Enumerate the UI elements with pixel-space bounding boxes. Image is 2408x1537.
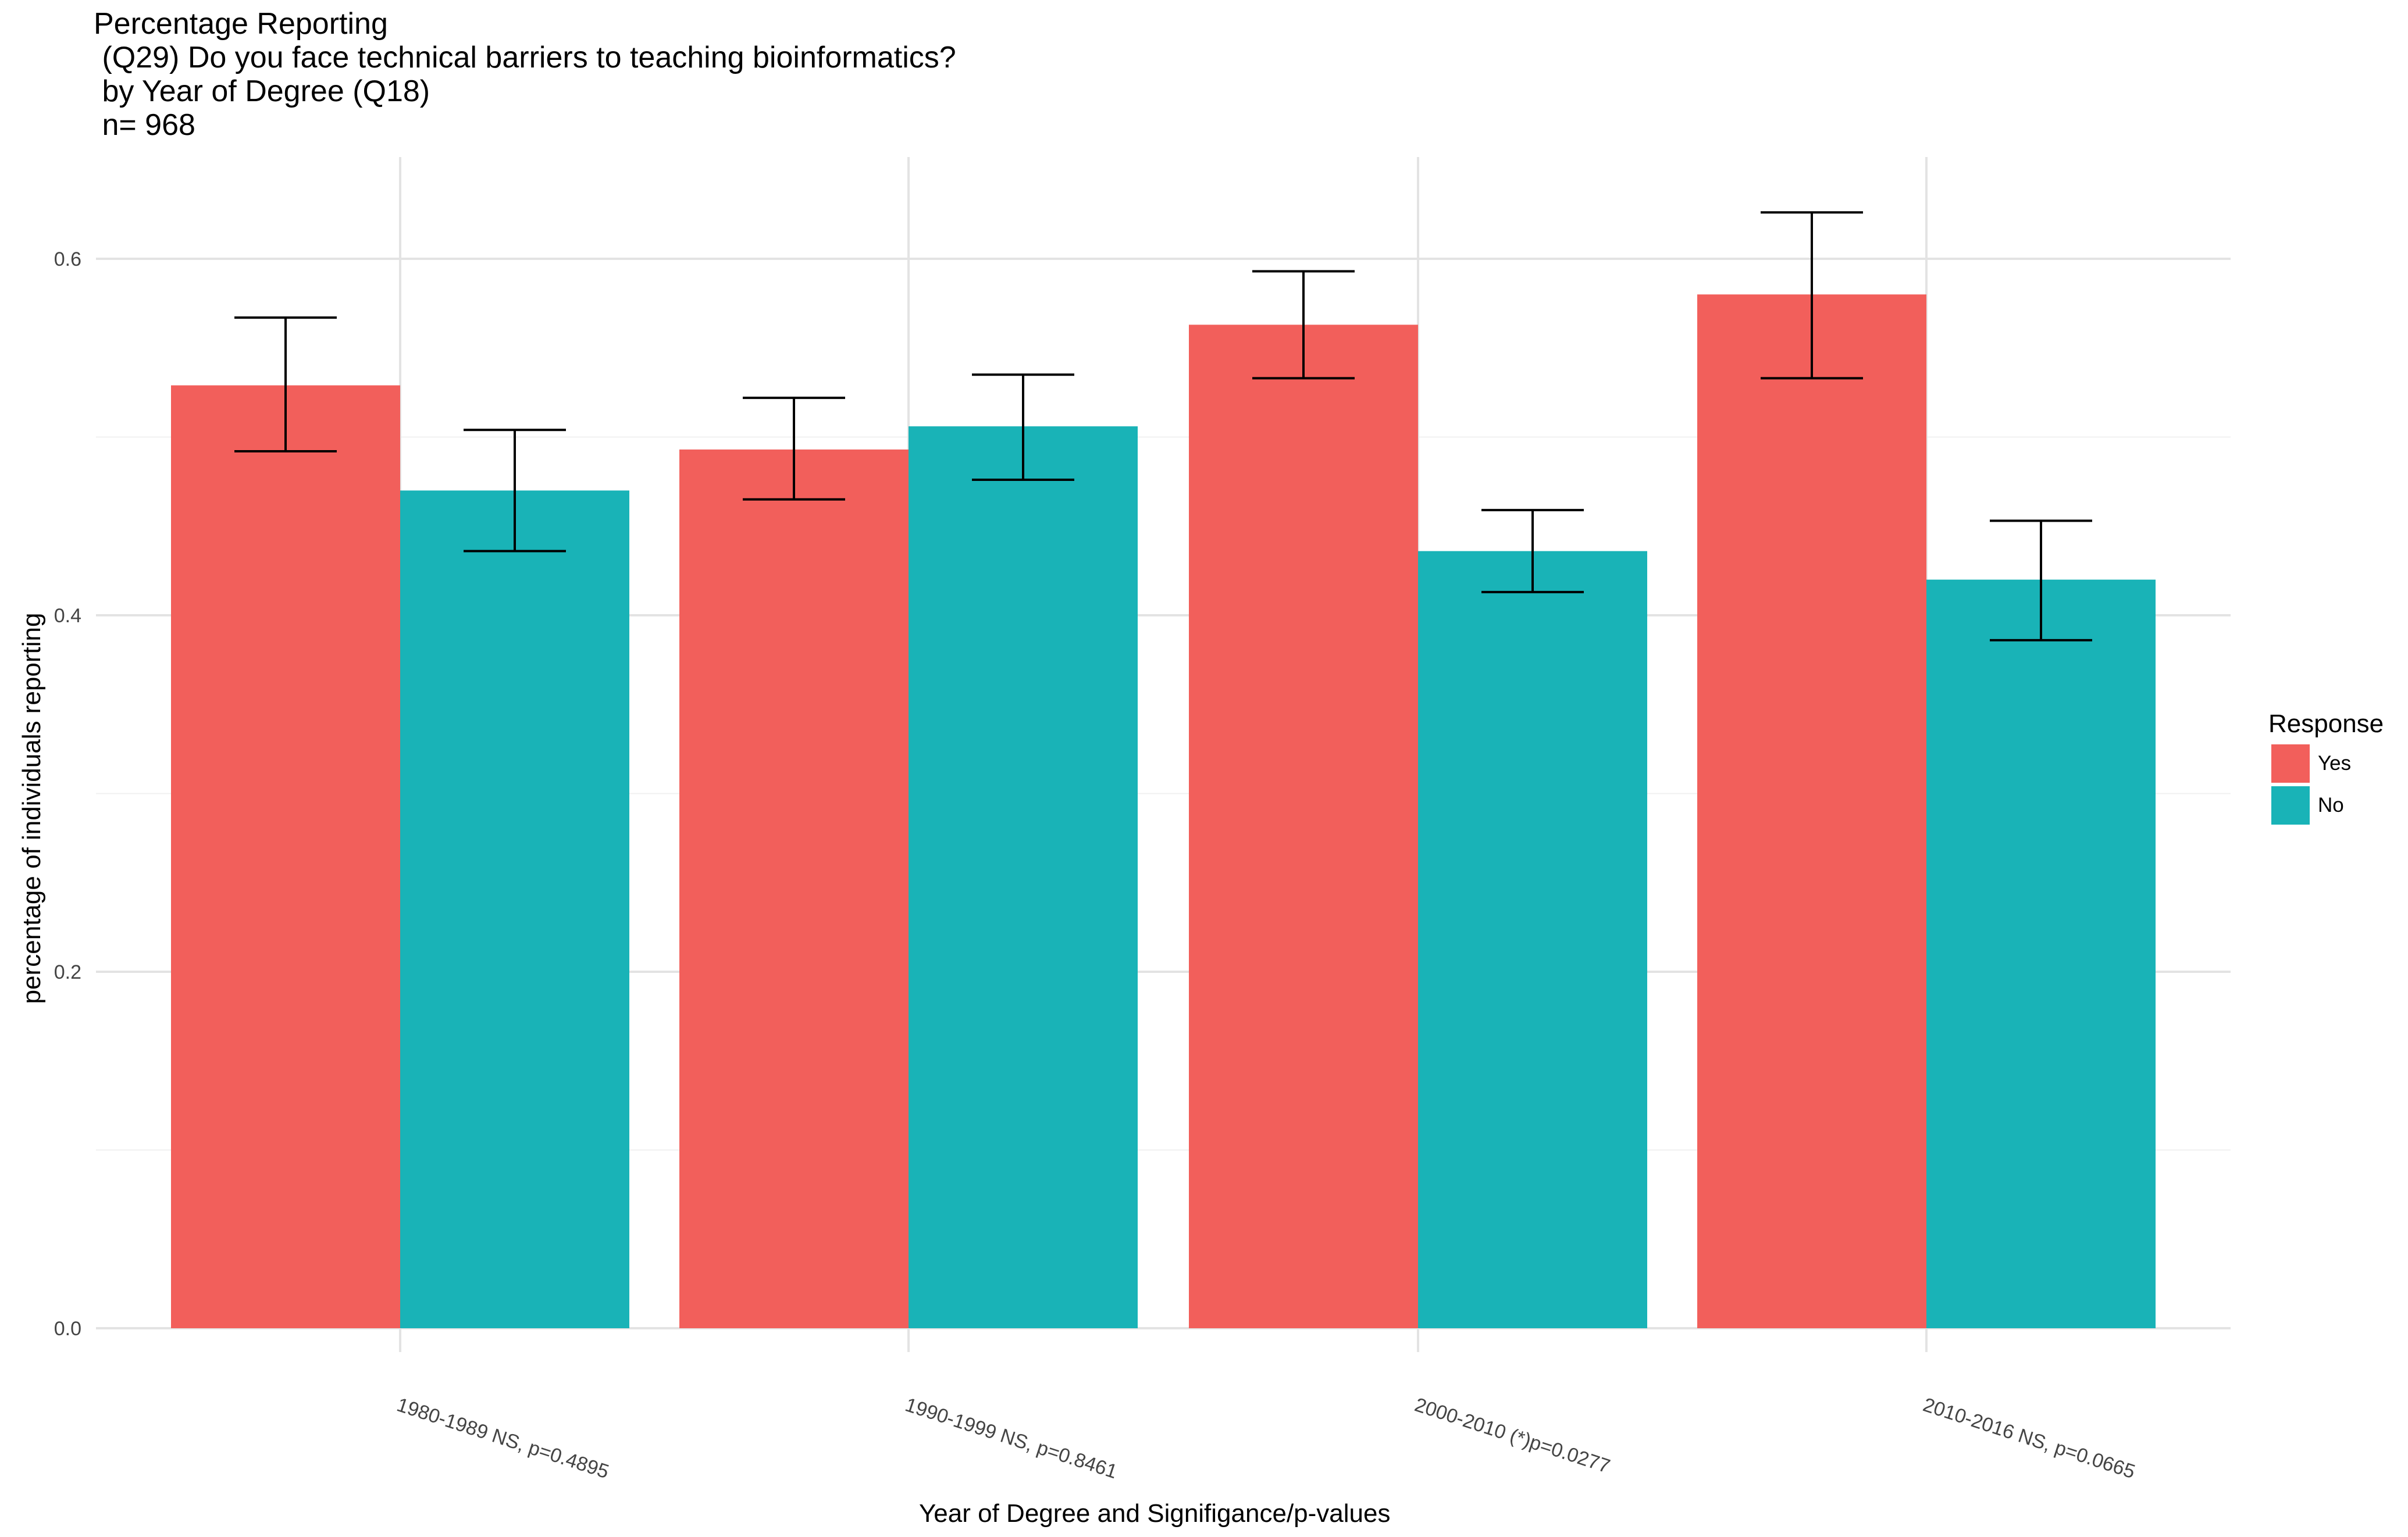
legend-swatch-no bbox=[2271, 786, 2310, 825]
bar-no-2 bbox=[1418, 551, 1647, 1329]
legend-item-yes: Yes bbox=[2271, 744, 2351, 783]
title-line-2: (Q29) Do you face technical barriers to … bbox=[94, 41, 956, 74]
legend-swatch-yes bbox=[2271, 744, 2310, 783]
bar-no-1 bbox=[909, 426, 1138, 1328]
bar-no-3 bbox=[1926, 579, 2156, 1329]
bar-yes-1 bbox=[679, 449, 909, 1328]
legend-label-no: No bbox=[2318, 794, 2344, 816]
y-tick-label: 0.0 bbox=[54, 1318, 81, 1340]
legend-label-yes: Yes bbox=[2318, 752, 2352, 775]
title-line-3: by Year of Degree (Q18) bbox=[94, 74, 430, 108]
y-axis-title: percentage of individuals reporting bbox=[17, 612, 46, 1004]
bar-no-0 bbox=[400, 490, 629, 1329]
y-tick-label: 0.4 bbox=[54, 605, 81, 627]
y-tick-labels: 0.0 0.2 0.4 0.6 bbox=[54, 248, 81, 1340]
bar-yes-3 bbox=[1697, 294, 1926, 1328]
bar-yes-2 bbox=[1189, 324, 1418, 1328]
title-line-1: Percentage Reporting bbox=[94, 7, 388, 41]
x-tick-label: 2000-2010 (*)p=0.0277 bbox=[1412, 1393, 1613, 1478]
legend-title: Response bbox=[2268, 709, 2384, 738]
bars bbox=[171, 294, 2156, 1329]
title-line-4: n= 968 bbox=[94, 108, 195, 142]
x-axis-title: Year of Degree and Signifigance/p-values bbox=[919, 1499, 1391, 1528]
x-tick-label: 2010-2016 NS, p=0.0665 bbox=[1921, 1393, 2138, 1483]
x-tick-label: 1990-1999 NS, p=0.8461 bbox=[903, 1393, 1120, 1483]
x-tick-labels: 1980-1989 NS, p=0.4895 1990-1999 NS, p=0.… bbox=[394, 1393, 2138, 1483]
x-tick-label: 1980-1989 NS, p=0.4895 bbox=[394, 1393, 612, 1483]
y-tick-label: 0.6 bbox=[54, 248, 81, 270]
legend-item-no: No bbox=[2271, 786, 2344, 825]
y-tick-label: 0.2 bbox=[54, 961, 81, 983]
error-bars bbox=[234, 211, 2092, 641]
bar-yes-0 bbox=[171, 385, 400, 1328]
